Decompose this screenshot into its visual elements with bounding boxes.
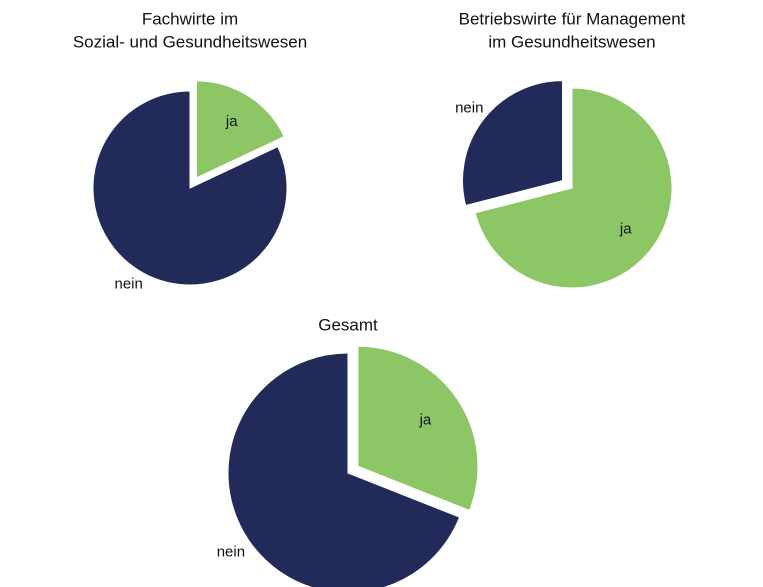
slice-label: ja [225,113,238,130]
chart-title: Fachwirte im [142,9,238,28]
slice-label: ja [619,221,632,238]
pie-slice [474,87,673,289]
pie-slice [462,80,564,207]
slice-label: nein [455,99,483,116]
chart-title: Gesamt [318,315,378,334]
pie-slice [227,352,461,587]
pie-slice [357,345,479,512]
chart-title: Sozial- und Gesundheitswesen [73,32,307,51]
slice-label: nein [217,544,245,561]
chart-title: im Gesundheitswesen [488,32,655,51]
slice-label: ja [419,411,432,428]
chart-title: Betriebswirte für Management [459,9,686,28]
slice-label: nein [114,276,142,293]
pie-slice [195,80,285,179]
pie-slice [92,90,288,286]
